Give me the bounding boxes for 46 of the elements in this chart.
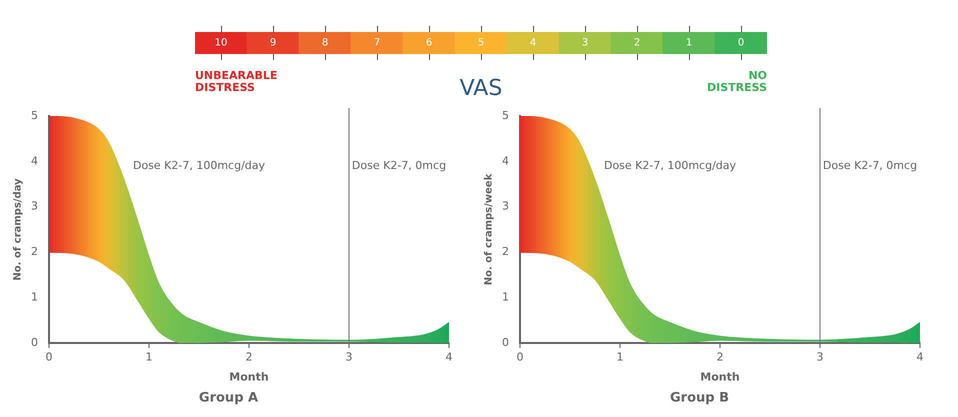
- annotation: Dose K2-7, 0mcg: [352, 158, 446, 172]
- x-tick-label: 1: [146, 350, 152, 364]
- y-axis-title: No. of cramps/day: [12, 178, 24, 281]
- x-tick-label: 0: [46, 350, 52, 364]
- data-label: 4: [530, 38, 536, 49]
- y-tick-label: 4: [502, 154, 509, 168]
- data-label: 8: [322, 38, 328, 49]
- data-label: 6: [426, 38, 432, 49]
- text: VAS: [458, 76, 504, 101]
- text: NO DISTRESS: [706, 69, 767, 94]
- x-tick-label: 4: [446, 350, 452, 364]
- y-tick-label: 4: [31, 154, 38, 168]
- x-axis-title: Month: [700, 370, 740, 384]
- text: UNBEARABLE DISTRESS: [195, 69, 278, 94]
- data-label: 7: [374, 38, 380, 49]
- data-label: 1: [686, 38, 692, 49]
- y-tick-label: 5: [31, 108, 38, 122]
- x-axis-title: Month: [229, 370, 269, 384]
- data-label: 0: [738, 38, 744, 49]
- data-label: 9: [270, 38, 276, 49]
- y-tick-label: 0: [31, 336, 38, 349]
- y-axis-title: No. of cramps/week: [484, 173, 495, 286]
- y-tick-label: 2: [502, 245, 509, 258]
- x-tick-label: 3: [346, 350, 352, 364]
- y-tick-label: 3: [31, 200, 38, 213]
- y-tick-label: 2: [31, 245, 38, 258]
- x-tick-label: 2: [716, 350, 724, 364]
- y-tick-label: 3: [502, 200, 509, 213]
- x-tick-label: 1: [616, 350, 624, 364]
- data-label: 10: [214, 38, 228, 49]
- y-tick-label: 5: [502, 108, 509, 122]
- annotation: Dose K2-7, 100mcg/day: [132, 158, 266, 172]
- data-label: 5: [478, 38, 484, 49]
- annotation: Dose K2-7, 100mcg/day: [604, 158, 737, 172]
- y-tick-label: 1: [31, 290, 38, 304]
- x-tick-label: 4: [916, 350, 924, 364]
- data-label: 3: [582, 38, 588, 49]
- text: Group B: [670, 390, 730, 406]
- x-tick-label: 0: [516, 350, 524, 364]
- x-tick-label: 2: [246, 350, 252, 364]
- data-label: 2: [634, 38, 640, 49]
- annotation: Dose K2-7, 0mcg: [822, 158, 918, 172]
- text: Group A: [198, 390, 258, 406]
- y-tick-label: 0: [502, 336, 509, 349]
- x-tick-label: 3: [816, 350, 824, 364]
- y-tick-label: 1: [502, 290, 509, 304]
